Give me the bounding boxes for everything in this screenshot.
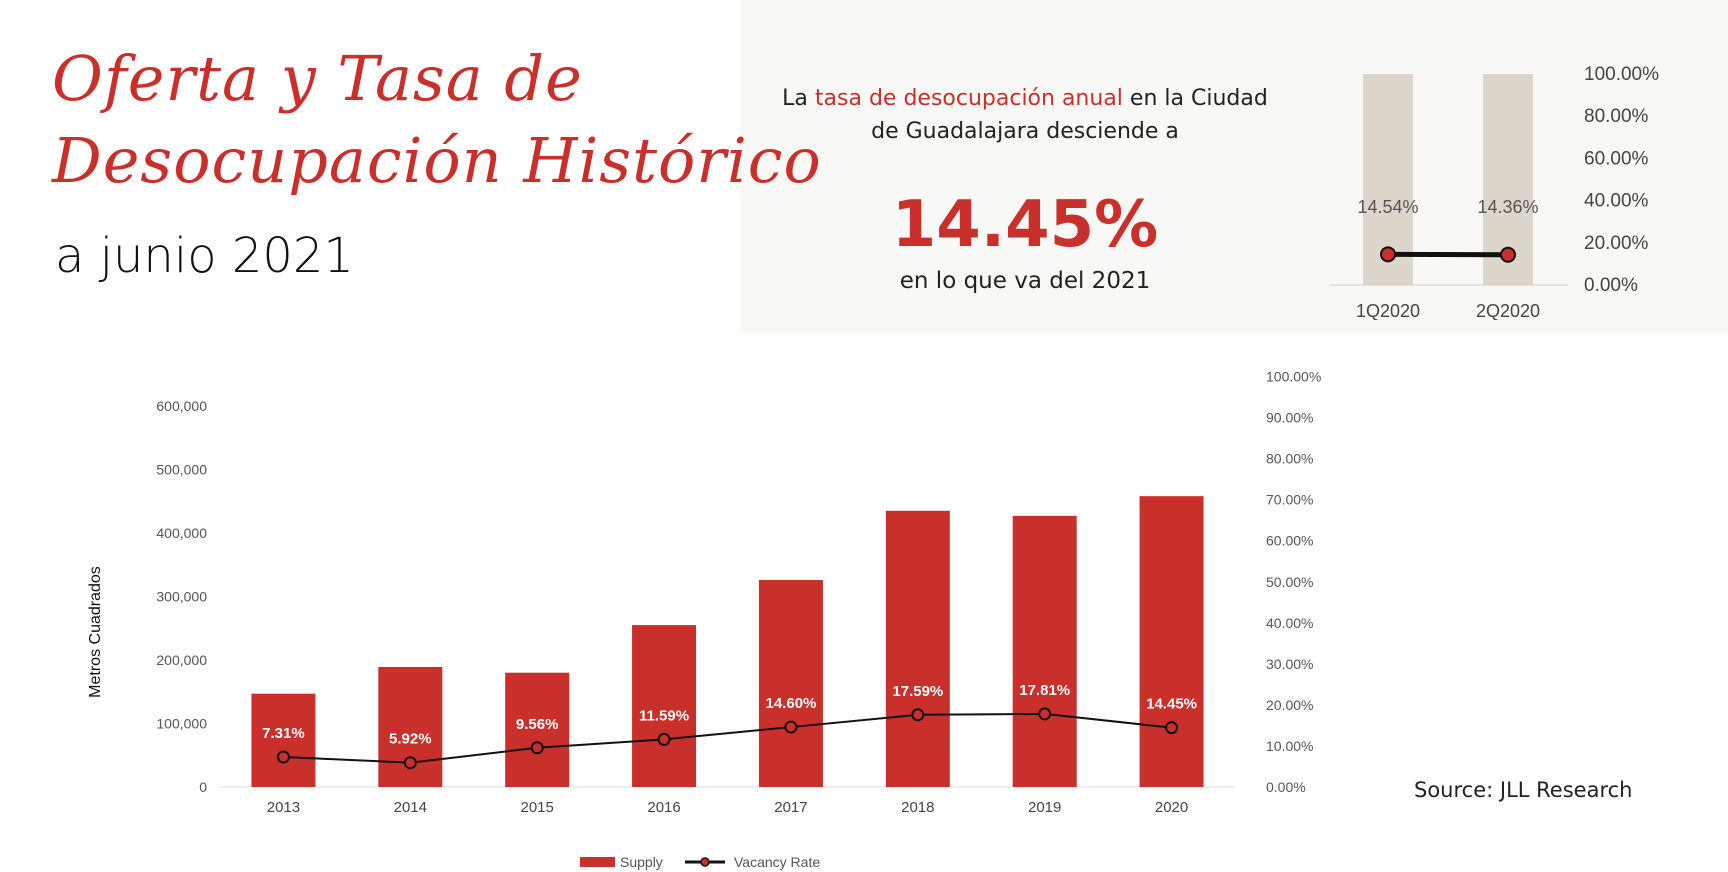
y2-tick-label: 60.00% xyxy=(1266,533,1313,549)
vacancy-point-2019 xyxy=(1038,707,1052,721)
y2-tick-label: 0.00% xyxy=(1266,779,1306,795)
mini-vacancy-point-2Q2020 xyxy=(1500,246,1516,263)
mini-y2-tick-label: 60.00% xyxy=(1584,148,1649,169)
y2-tick-label: 50.00% xyxy=(1266,574,1313,590)
lead-highlight: tasa de desocupación anual xyxy=(814,86,1123,111)
x-tick-label: 2020 xyxy=(1155,799,1188,816)
mini-y2-tick-label: 100.00% xyxy=(1584,64,1659,85)
y2-tick-label: 90.00% xyxy=(1266,410,1313,426)
page-title: Oferta y Tasa de Desocupación Histórico xyxy=(52,38,822,202)
vacancy-point-2014 xyxy=(403,756,417,770)
y2-tick-label: 100.00% xyxy=(1266,369,1321,385)
mini-x-tick-label: 2Q2020 xyxy=(1476,301,1540,320)
supply-vacancy-chart: 0 100,000 200,000 300,000 400,000 500,000 600,… xyxy=(87,369,1321,871)
vacancy-point-2017 xyxy=(784,720,798,734)
x-tick-label: 2017 xyxy=(774,799,807,816)
supply-bar-2019 xyxy=(1012,515,1077,787)
source-note: Source: JLL Research xyxy=(1414,778,1633,802)
legend-supply-label: Supply xyxy=(620,854,663,870)
legend-supply-swatch xyxy=(580,857,615,867)
x-tick-label: 2015 xyxy=(521,799,554,816)
y2-tick-label: 20.00% xyxy=(1266,697,1313,713)
vacancy-data-label: 17.59% xyxy=(892,683,943,700)
lead-before: La xyxy=(782,86,815,111)
vacancy-point-2015 xyxy=(530,741,544,755)
y2-tick-label: 80.00% xyxy=(1266,451,1313,467)
x-tick-label: 2018 xyxy=(901,799,934,816)
vacancy-data-label: 9.56% xyxy=(516,716,559,733)
mini-vacancy-point-1Q2020 xyxy=(1380,246,1396,263)
supply-bar-2018 xyxy=(885,510,950,787)
title-line-1: Oferta y Tasa de xyxy=(52,42,583,115)
mini-y2-tick-label: 20.00% xyxy=(1584,233,1649,254)
highlight-value: 14.45% xyxy=(891,188,1159,262)
vacancy-data-label: 14.45% xyxy=(1146,696,1197,713)
x-tick-label: 2014 xyxy=(394,799,427,816)
vacancy-rate-line xyxy=(283,712,1172,764)
supply-bar-2016 xyxy=(632,625,697,787)
legend-vacancy-label: Vacancy Rate xyxy=(734,854,820,870)
y-tick-label: 500,000 xyxy=(156,462,207,478)
y2-tick-label: 40.00% xyxy=(1266,615,1313,631)
legend-vacancy-marker xyxy=(700,857,710,867)
highlight-panel xyxy=(740,0,1728,333)
vacancy-point-2013 xyxy=(276,750,290,764)
supply-bar-2017 xyxy=(758,579,823,787)
mini-vacancy-chart: 1Q2020 14.54% 2Q2020 14.36% 0.00% 20.00% 40.00… xyxy=(1330,64,1659,320)
y-tick-label: 200,000 xyxy=(156,652,207,668)
supply-bar-2013 xyxy=(251,693,316,787)
vacancy-data-label: 11.59% xyxy=(639,707,689,724)
y-axis-label: Metros Cuadrados xyxy=(87,566,104,698)
y-tick-label: 100,000 xyxy=(156,716,207,732)
vacancy-data-label: 7.31% xyxy=(262,725,305,742)
x-tick-label: 2019 xyxy=(1028,799,1061,816)
vacancy-point-2020 xyxy=(1165,721,1179,735)
y2-tick-label: 70.00% xyxy=(1266,492,1313,508)
mini-data-label: 14.36% xyxy=(1477,197,1538,217)
vacancy-data-label: 5.92% xyxy=(389,731,432,748)
supply-bar-2020 xyxy=(1139,496,1204,787)
y2-tick-label: 10.00% xyxy=(1266,738,1313,754)
supply-bar-2015 xyxy=(505,672,570,787)
vacancy-data-label: 17.81% xyxy=(1019,682,1070,699)
mini-y2-tick-label: 0.00% xyxy=(1584,275,1638,296)
page-subtitle: a junio 2021 xyxy=(55,228,354,284)
vacancy-point-2016 xyxy=(657,732,671,746)
mini-x-tick-label: 1Q2020 xyxy=(1356,301,1420,320)
mini-y2-tick-label: 80.00% xyxy=(1584,106,1649,127)
y-tick-label: 600,000 xyxy=(156,398,207,414)
y-tick-label: 300,000 xyxy=(156,589,207,605)
highlight-lead-text: La tasa de desocupación anual en la Ciud… xyxy=(770,82,1280,148)
lead-after: en la Ciudad de Guadalajara desciende a xyxy=(871,86,1268,144)
mini-y2-tick-label: 40.00% xyxy=(1584,191,1649,212)
vacancy-point-2018 xyxy=(911,708,925,722)
x-tick-label: 2016 xyxy=(647,799,680,816)
title-line-2: Desocupación Histórico xyxy=(52,124,822,197)
y2-tick-label: 30.00% xyxy=(1266,656,1313,672)
y-tick-label: 400,000 xyxy=(156,525,207,541)
mini-data-label: 14.54% xyxy=(1357,197,1418,217)
y-tick-label: 0 xyxy=(199,779,207,795)
vacancy-data-label: 14.60% xyxy=(766,695,817,712)
x-tick-label: 2013 xyxy=(267,799,300,816)
highlight-note: en lo que va del 2021 xyxy=(899,268,1151,294)
